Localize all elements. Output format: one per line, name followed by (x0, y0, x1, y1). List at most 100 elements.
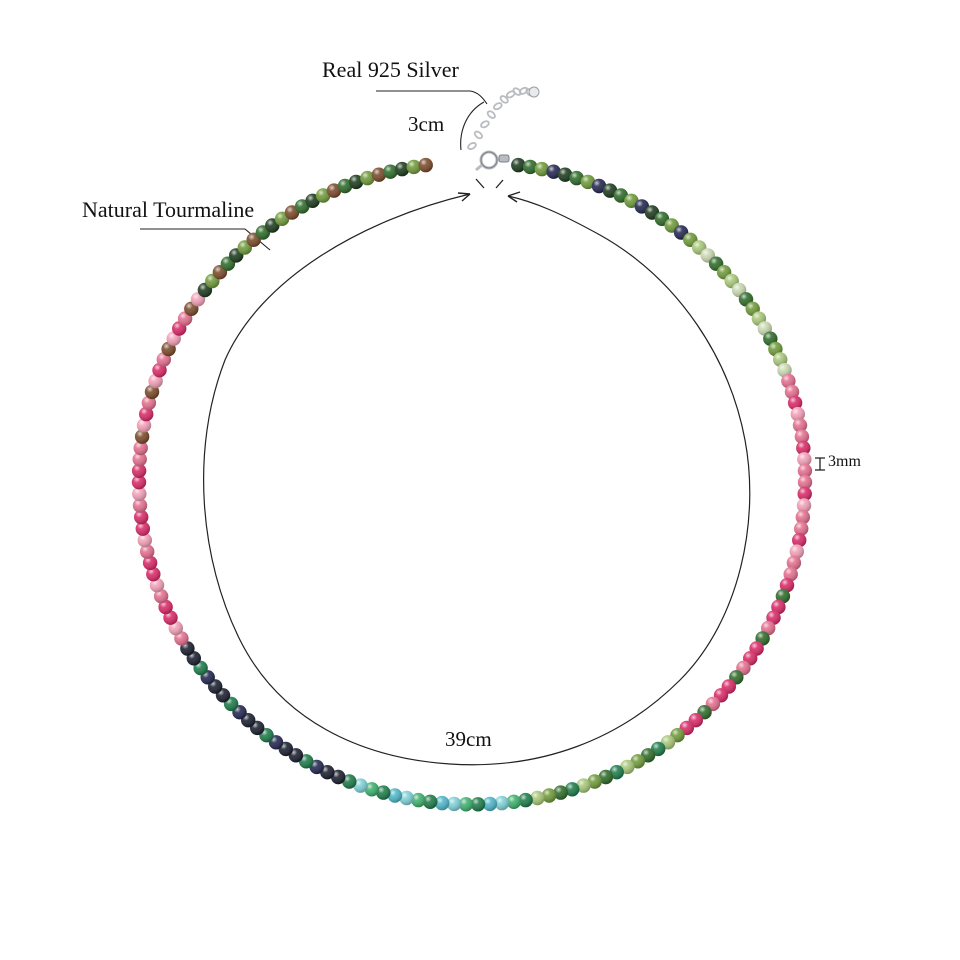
bead-highlight (360, 170, 375, 186)
bead-highlight (546, 164, 561, 179)
bead-highlight (383, 164, 398, 179)
bead-size-marker-icon (815, 457, 825, 471)
bead-highlight (135, 521, 150, 536)
length-arrow-left-icon (457, 192, 471, 202)
length-guide-line (203, 193, 751, 766)
bead-highlight (140, 544, 155, 559)
bead-highlight (797, 463, 813, 478)
bead-highlight (511, 157, 526, 173)
bead-highlight (139, 406, 154, 422)
bead-highlight (565, 782, 580, 797)
bead-highlight (158, 599, 173, 615)
chain-link (473, 130, 483, 140)
bead-highlight (775, 589, 791, 604)
bead-highlight (406, 159, 421, 175)
chain-link (493, 102, 503, 111)
bead-highlight (446, 796, 462, 812)
bead-highlight (342, 774, 357, 789)
stone-label: Natural Tourmaline (82, 197, 255, 222)
bead-size-label: 3mm (828, 453, 861, 470)
bead-highlight (387, 788, 403, 803)
bead-highlight (783, 567, 798, 582)
bead-highlight (134, 509, 149, 525)
bead-highlight (580, 174, 596, 190)
bead-highlight (779, 578, 795, 593)
bead-highlight (591, 178, 607, 194)
bead-highlight (569, 170, 584, 186)
bead-highlight (326, 183, 342, 198)
bead-highlight (789, 544, 804, 559)
bead-highlight (353, 778, 368, 793)
bead-highlight (796, 440, 811, 456)
bead-highlight (163, 610, 178, 625)
bead-highlight (620, 759, 635, 775)
bead-highlight (133, 440, 148, 456)
bead-highlight (553, 785, 568, 800)
bead-highlight (320, 765, 335, 780)
bead-highlight (541, 788, 557, 803)
spring-ring-edge (480, 151, 498, 169)
bead-highlight (394, 161, 410, 177)
bead-highlight (418, 157, 433, 173)
bead-highlight (348, 174, 364, 190)
bead-highlight (771, 599, 786, 615)
bead-highlight (423, 794, 438, 809)
bead-highlight (470, 797, 486, 812)
bead-highlight (494, 795, 510, 811)
bead-highlight (609, 765, 624, 780)
bead-highlight (376, 785, 391, 800)
bead-highlight (132, 498, 148, 513)
bead-highlight (587, 774, 602, 789)
bead-highlight (399, 790, 414, 806)
bead-highlight (786, 555, 802, 571)
bead-highlight (131, 475, 147, 490)
bead-highlight (148, 373, 163, 389)
chain-link (467, 142, 477, 150)
bead-highlight (458, 797, 474, 812)
bead-highlight (598, 769, 613, 785)
length-arrow-right-icon (507, 191, 521, 203)
silver-leader-line (376, 90, 488, 105)
bead-highlight (131, 463, 147, 478)
bead-highlight (371, 167, 387, 182)
bead-highlight (337, 178, 353, 194)
extender-length-label: 3cm (408, 112, 445, 136)
bead-highlight (797, 486, 812, 502)
bead-highlight (796, 498, 812, 513)
bead-highlight (364, 782, 379, 797)
extender-chain (467, 86, 540, 150)
bead-highlight (777, 363, 792, 378)
bead-highlight (523, 159, 538, 175)
bead-highlight (146, 567, 161, 582)
chain-link (480, 120, 490, 129)
bead-highlight (305, 193, 320, 208)
jump-ring (498, 154, 510, 163)
stone-leader-line (140, 228, 271, 251)
gap-mark-left (475, 178, 485, 189)
bead-highlight (576, 778, 591, 793)
bead-highlight (331, 769, 346, 785)
bead-highlight (132, 452, 147, 467)
bead-highlight (411, 792, 426, 808)
bead-highlight (153, 589, 169, 604)
bead-highlight (137, 533, 152, 548)
bead-highlight (797, 452, 812, 467)
bead-highlight (134, 429, 150, 444)
tourmaline-beads (131, 157, 813, 812)
clasp-connector (475, 163, 483, 172)
bead-highlight (316, 188, 331, 203)
bead-highlight (506, 794, 521, 809)
bead-highlight (482, 796, 498, 812)
bead-highlight (787, 395, 803, 411)
bead-highlight (530, 790, 545, 806)
bead-highlight (132, 486, 147, 502)
extender-end-tag (528, 86, 540, 98)
chain-link (499, 95, 509, 104)
bead-highlight (794, 429, 810, 444)
bead-highlight (434, 795, 450, 811)
bead-highlight (602, 183, 618, 198)
bead-highlight (149, 578, 165, 593)
chain-link (486, 110, 496, 119)
